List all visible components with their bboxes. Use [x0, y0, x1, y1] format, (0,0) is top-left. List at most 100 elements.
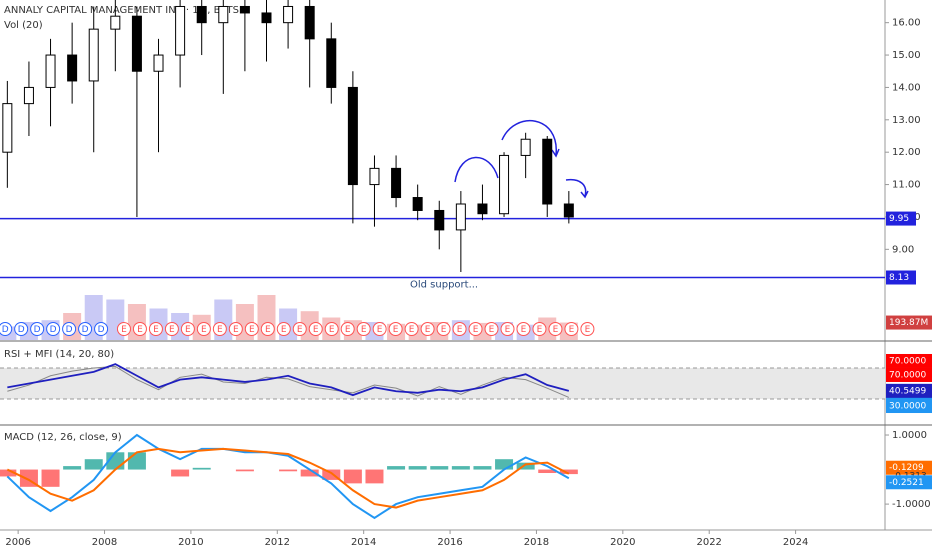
histogram-bar	[516, 462, 535, 470]
event-marker	[372, 322, 387, 336]
histogram-bar	[63, 466, 82, 470]
histogram-bar	[192, 467, 211, 470]
histogram-bar	[84, 459, 103, 470]
price-tag-label: 9.95	[889, 214, 909, 224]
event-marker	[30, 322, 45, 336]
y-tick-label: 1.0000	[892, 430, 927, 441]
event-marker	[212, 322, 227, 336]
y-tick-label: 13.00	[892, 115, 921, 126]
event-marker	[148, 322, 163, 336]
price-tag	[886, 353, 932, 368]
y-tick-label: 14.00	[892, 82, 921, 93]
event-label: E	[313, 325, 319, 335]
price-tag	[886, 399, 932, 414]
event-label: D	[2, 325, 9, 335]
event-label: E	[329, 325, 335, 335]
event-label: D	[34, 325, 41, 335]
event-label: E	[201, 325, 207, 335]
event-marker	[276, 322, 291, 336]
candle-body	[391, 167, 402, 199]
price-tag	[886, 367, 932, 382]
price-tag	[886, 475, 932, 490]
event-label: E	[553, 325, 559, 335]
drawn-arrow	[501, 120, 560, 158]
event-marker	[116, 322, 131, 336]
event-label: E	[185, 325, 191, 335]
candle-body	[153, 54, 164, 72]
price-tag	[886, 315, 932, 330]
x-tick-label: 2018	[524, 537, 549, 548]
event-label: E	[521, 325, 527, 335]
histogram-bar	[559, 469, 578, 475]
price-tag	[886, 211, 916, 226]
event-label: E	[153, 325, 159, 335]
histogram-bar	[451, 466, 470, 470]
candle-body	[347, 86, 358, 186]
candle-body	[455, 203, 466, 231]
rsi-line	[7, 363, 570, 397]
event-label: E	[537, 325, 543, 335]
candle-body	[304, 5, 315, 40]
histogram-bar	[538, 469, 557, 474]
histogram-bar	[300, 469, 319, 477]
x-tick-label: 2006	[5, 537, 30, 548]
event-label: E	[297, 325, 303, 335]
candle-body	[369, 167, 380, 186]
event-label: D	[82, 325, 89, 335]
price-tag-label: 40.5499	[889, 386, 926, 396]
event-marker	[308, 322, 323, 336]
event-marker	[532, 322, 547, 336]
candle-body	[175, 5, 186, 56]
rsi-title: RSI + MFI (14, 20, 80)	[4, 349, 114, 360]
volume-title: Vol (20)	[4, 20, 43, 31]
y-tick-label: -1.0000	[892, 499, 931, 510]
candle-body	[45, 54, 56, 88]
event-label: D	[98, 325, 105, 335]
event-marker	[548, 322, 563, 336]
histogram-bar	[495, 459, 514, 470]
event-marker	[564, 322, 579, 336]
histogram-bar	[41, 469, 60, 487]
candle-body	[326, 38, 337, 88]
event-marker	[420, 322, 435, 336]
candle-body	[434, 209, 445, 231]
event-marker	[14, 322, 29, 336]
price-tag-label: -0.2521	[889, 478, 924, 488]
price-tag-label: 70.0000	[889, 370, 926, 380]
event-marker	[94, 322, 109, 336]
event-label: E	[361, 325, 367, 335]
event-marker	[580, 322, 595, 336]
event-label: E	[393, 325, 399, 335]
candle-body	[563, 203, 574, 218]
annotation: Old support...	[410, 280, 478, 291]
histogram-bar	[365, 469, 384, 484]
event-label: E	[265, 325, 271, 335]
event-label: E	[377, 325, 383, 335]
event-marker	[132, 322, 147, 336]
price-tag	[886, 383, 932, 398]
event-label: E	[233, 325, 239, 335]
price-tag-label: 193.87M	[889, 318, 928, 328]
event-label: D	[50, 325, 57, 335]
x-tick-label: 2014	[351, 537, 376, 548]
candle-body	[412, 197, 423, 211]
event-label: E	[505, 325, 511, 335]
candle-body	[239, 5, 250, 14]
event-marker	[46, 322, 61, 336]
price-tag	[886, 460, 932, 475]
y-tick-label: 11.00	[892, 180, 921, 191]
histogram-bar	[279, 469, 298, 472]
event-marker	[500, 322, 515, 336]
x-tick-label: 2024	[783, 537, 808, 548]
event-label: E	[345, 325, 351, 335]
candle-body	[2, 103, 13, 153]
candle-body	[67, 54, 78, 82]
event-marker	[468, 322, 483, 336]
event-marker	[324, 322, 339, 336]
event-marker	[260, 322, 275, 336]
event-marker	[484, 322, 499, 336]
macd-line	[6, 433, 570, 520]
event-label: E	[121, 325, 127, 335]
chart-title: ANNALY CAPITAL MANAGEMENT INC · 1M, BATS	[4, 5, 239, 16]
